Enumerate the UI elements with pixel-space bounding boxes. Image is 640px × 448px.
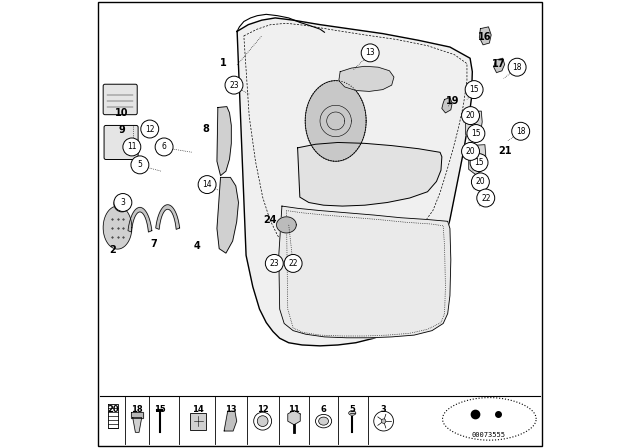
Polygon shape [132, 418, 141, 432]
Text: 15: 15 [469, 85, 479, 94]
Text: 19: 19 [446, 96, 460, 106]
Text: 14: 14 [192, 405, 204, 414]
Circle shape [225, 76, 243, 94]
Text: 15: 15 [474, 158, 484, 167]
Polygon shape [224, 411, 237, 431]
Text: 5: 5 [138, 160, 142, 169]
Circle shape [461, 107, 479, 125]
Text: 3: 3 [120, 201, 124, 207]
Polygon shape [156, 205, 180, 229]
Text: 00073555: 00073555 [471, 432, 505, 439]
Text: 13: 13 [225, 405, 236, 414]
Text: 20: 20 [466, 147, 476, 156]
Text: 6: 6 [162, 142, 166, 151]
Circle shape [512, 122, 530, 140]
Text: 11: 11 [127, 142, 136, 151]
Text: 5: 5 [349, 405, 355, 414]
Text: 12: 12 [257, 405, 269, 414]
Circle shape [114, 194, 132, 211]
Text: 18: 18 [516, 127, 525, 136]
Polygon shape [479, 27, 491, 45]
Text: 12: 12 [145, 125, 154, 134]
Text: 6: 6 [321, 405, 326, 414]
Text: 13: 13 [365, 48, 375, 57]
Text: 11: 11 [288, 405, 300, 414]
Text: 24: 24 [263, 215, 276, 224]
Text: 22: 22 [289, 259, 298, 268]
Circle shape [465, 81, 483, 99]
Polygon shape [103, 206, 132, 249]
Circle shape [284, 254, 302, 272]
Text: 10: 10 [115, 108, 129, 118]
Text: 16: 16 [478, 32, 492, 42]
Circle shape [257, 416, 268, 426]
Circle shape [381, 419, 386, 423]
Text: 18: 18 [131, 405, 143, 414]
Ellipse shape [316, 414, 332, 428]
Polygon shape [288, 410, 300, 425]
Text: 1: 1 [220, 58, 227, 68]
Polygon shape [494, 58, 504, 73]
Text: 3: 3 [381, 405, 387, 414]
Text: 8: 8 [202, 124, 209, 134]
Text: 17: 17 [492, 59, 505, 69]
Circle shape [508, 58, 526, 76]
Polygon shape [442, 98, 452, 113]
Circle shape [155, 138, 173, 156]
Circle shape [114, 196, 130, 212]
Text: 23: 23 [269, 259, 279, 268]
Text: 18: 18 [513, 63, 522, 72]
Text: 3: 3 [120, 198, 125, 207]
Polygon shape [443, 398, 536, 440]
Circle shape [374, 411, 394, 431]
Circle shape [477, 189, 495, 207]
Circle shape [361, 44, 379, 62]
Polygon shape [128, 207, 152, 232]
Polygon shape [305, 81, 366, 161]
Text: 20: 20 [108, 405, 119, 414]
Text: 15: 15 [154, 405, 166, 414]
Text: 7: 7 [151, 239, 157, 249]
Text: 20: 20 [466, 111, 476, 120]
Circle shape [253, 412, 271, 430]
Circle shape [141, 120, 159, 138]
Polygon shape [237, 18, 472, 346]
Polygon shape [131, 412, 143, 418]
Text: 15: 15 [471, 129, 481, 138]
Ellipse shape [349, 411, 356, 415]
Polygon shape [298, 142, 442, 206]
Ellipse shape [319, 417, 328, 425]
Circle shape [470, 154, 488, 172]
Text: 9: 9 [118, 125, 125, 135]
Text: 14: 14 [202, 180, 212, 189]
Text: 21: 21 [498, 146, 511, 156]
Polygon shape [217, 177, 239, 253]
FancyBboxPatch shape [104, 125, 138, 159]
Polygon shape [217, 107, 231, 176]
Polygon shape [279, 206, 451, 338]
Polygon shape [466, 111, 482, 139]
FancyBboxPatch shape [103, 84, 137, 115]
Text: 22: 22 [481, 194, 490, 202]
Polygon shape [276, 217, 296, 233]
Circle shape [266, 254, 284, 272]
Bar [190, 413, 206, 430]
Circle shape [198, 176, 216, 194]
Circle shape [467, 125, 485, 142]
Text: 23: 23 [229, 81, 239, 90]
Text: 2: 2 [109, 245, 116, 255]
Circle shape [472, 173, 490, 191]
Text: 20: 20 [476, 177, 485, 186]
Polygon shape [339, 66, 394, 91]
Circle shape [131, 156, 149, 174]
Circle shape [461, 142, 479, 160]
Text: 4: 4 [193, 241, 200, 250]
Circle shape [123, 138, 141, 156]
Polygon shape [468, 145, 486, 175]
